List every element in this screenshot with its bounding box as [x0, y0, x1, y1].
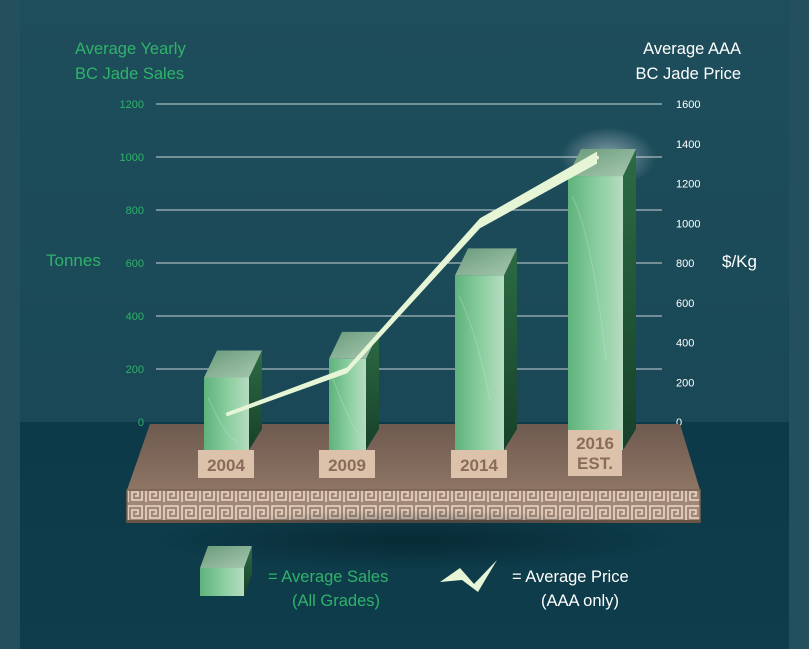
- price-point: [345, 368, 349, 373]
- right-tick-label: 200: [676, 377, 694, 389]
- legend-price-line-1: = Average Price: [512, 568, 629, 586]
- price-point: [478, 221, 482, 226]
- price-series-line: [228, 151, 597, 417]
- right-axis-label: $/Kg: [722, 252, 757, 271]
- category-label-text: 2004: [207, 456, 245, 475]
- right-tick-label: 800: [676, 258, 694, 270]
- category-label-text: 2016: [576, 434, 614, 453]
- category-label-text: 2009: [328, 456, 366, 475]
- left-tick-label: 200: [126, 364, 144, 376]
- left-title-line-1: Average Yearly: [75, 40, 186, 58]
- left-title-line-2: BC Jade Sales: [75, 65, 184, 83]
- bar-2014: [455, 248, 517, 450]
- left-axis-ticks: 0 200 400 600 800 1000 1200: [120, 99, 144, 429]
- right-axis-ticks: 0 200 400 600 800 1000 1200 1400 1600: [676, 99, 700, 429]
- category-label-text: EST.: [577, 454, 613, 473]
- left-tick-label: 1000: [120, 152, 144, 164]
- right-tick-label: 1000: [676, 218, 700, 230]
- price-point: [595, 155, 599, 160]
- left-tick-label: 400: [126, 311, 144, 323]
- right-tick-label: 1400: [676, 139, 700, 151]
- left-tick-label: 1200: [120, 99, 144, 111]
- left-tick-label: 0: [138, 417, 144, 429]
- legend-sales-line-1: = Average Sales: [268, 568, 388, 586]
- right-title-line-1: Average AAA: [643, 40, 741, 58]
- legend: = Average Sales (All Grades) = Average P…: [200, 546, 629, 610]
- left-tick-label: 800: [126, 205, 144, 217]
- legend-sales-line-2: (All Grades): [292, 592, 380, 610]
- price-point: [226, 412, 230, 417]
- category-label: 2004: [198, 450, 254, 478]
- right-tick-label: 600: [676, 298, 694, 310]
- bars: [204, 127, 656, 451]
- bar-2009: [329, 331, 379, 450]
- zigzag-line-icon: [440, 560, 497, 592]
- right-title-line-2: BC Jade Price: [636, 65, 741, 83]
- left-axis-label: Tonnes: [46, 251, 101, 270]
- right-tick-label: 400: [676, 338, 694, 350]
- left-tick-label: 600: [126, 258, 144, 270]
- jade-block-icon: [200, 546, 252, 596]
- right-tick-label: 0: [676, 417, 682, 429]
- right-tick-label: 1200: [676, 179, 700, 191]
- category-label-text: 2014: [460, 456, 498, 475]
- price-line: [226, 151, 599, 417]
- bar-2016-est: [560, 127, 656, 451]
- right-tick-label: 1600: [676, 99, 700, 111]
- legend-price-line-2: (AAA only): [541, 592, 619, 610]
- category-label: 2009: [319, 450, 375, 478]
- category-label: 2014: [451, 450, 507, 478]
- bar-2004: [204, 350, 262, 450]
